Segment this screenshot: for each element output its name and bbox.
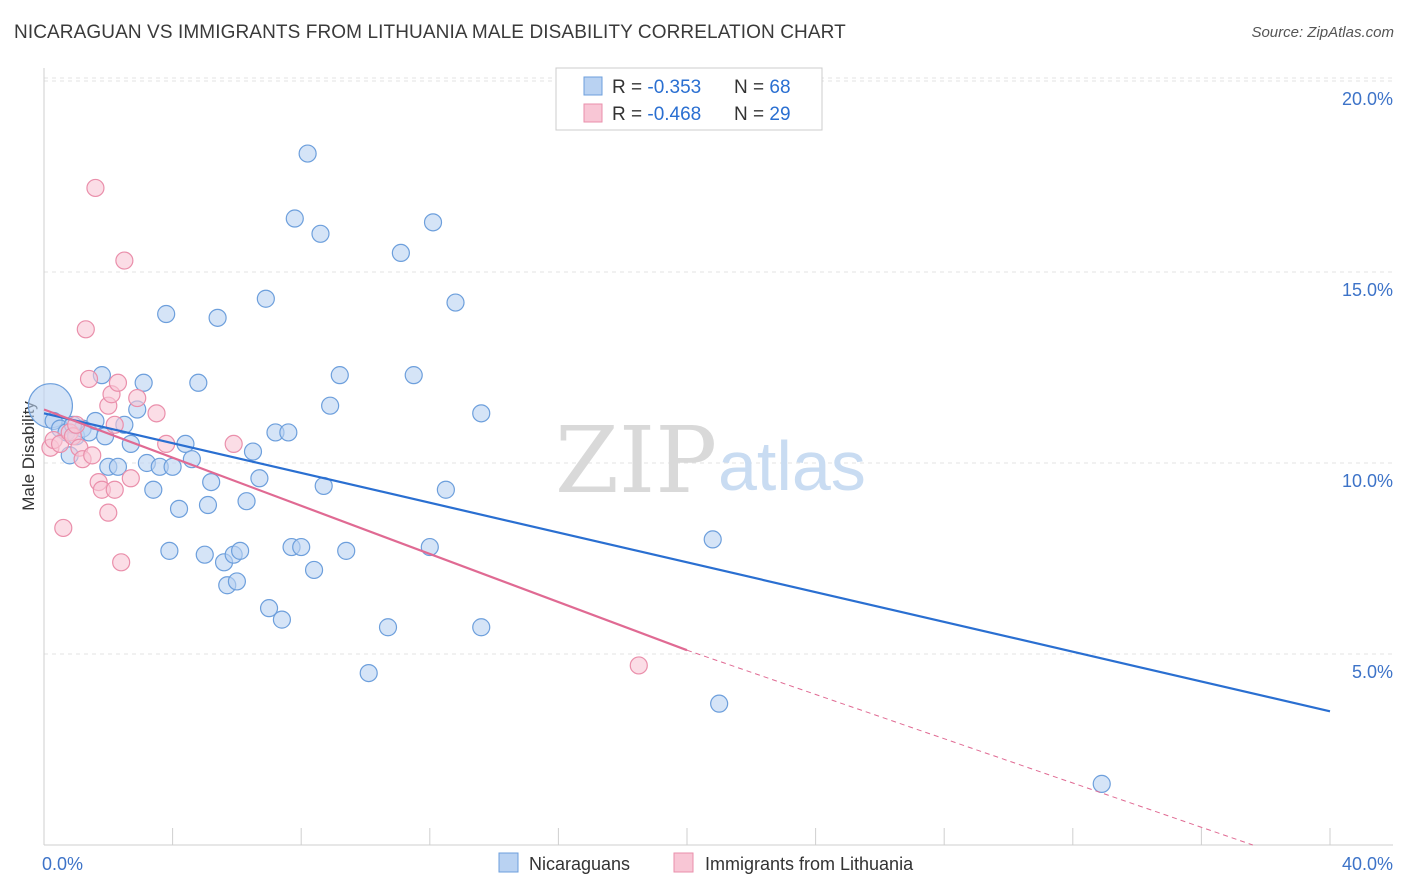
data-point xyxy=(243,442,263,461)
data-point xyxy=(202,473,221,492)
legend-r-value: -0.468 xyxy=(647,104,701,125)
legend-r-label: R = xyxy=(612,104,647,125)
svg-text:N = 29: N = 29 xyxy=(734,104,791,125)
legend-label-lithuania[interactable]: Immigrants from Lithuania xyxy=(705,854,914,874)
data-point xyxy=(237,492,256,511)
trend-line-nicaraguans xyxy=(43,412,1331,713)
x-axis-tick-labels: 0.0% 40.0% xyxy=(42,854,1393,874)
watermark-zip: ZIP xyxy=(555,407,717,514)
data-point xyxy=(359,663,378,683)
y-tick-label: 15.0% xyxy=(1342,280,1393,300)
data-point xyxy=(144,480,163,499)
y-axis-label: Male Disability xyxy=(19,401,38,511)
data-point xyxy=(629,656,648,675)
data-point xyxy=(391,243,410,262)
x-tick-label: 40.0% xyxy=(1342,854,1393,874)
legend-swatch-lithuania[interactable] xyxy=(673,852,694,873)
svg-text:R = -0.353: R = -0.353 xyxy=(612,77,701,98)
data-point xyxy=(404,366,423,385)
data-point xyxy=(703,530,722,549)
source-label: Source: ZipAtlas.com xyxy=(1251,24,1394,41)
data-point xyxy=(423,213,443,232)
data-point xyxy=(195,545,214,564)
legend-label-nicaraguans[interactable]: Nicaraguans xyxy=(529,854,630,874)
legend-swatch-blue xyxy=(583,76,603,96)
y-tick-label: 20.0% xyxy=(1342,89,1393,109)
data-point xyxy=(121,469,140,488)
legend-n-value: 68 xyxy=(769,77,790,98)
data-point xyxy=(108,373,128,392)
data-point xyxy=(147,404,166,423)
data-point xyxy=(108,457,128,476)
data-point xyxy=(1092,774,1111,793)
watermark: ZIP atlas xyxy=(555,407,866,514)
stats-legend: R = -0.353 N = 68 R = -0.468 N = 29 xyxy=(555,67,823,131)
data-point xyxy=(83,446,102,465)
series-legend: Nicaraguans Immigrants from Lithuania xyxy=(498,852,914,874)
data-point xyxy=(259,599,279,618)
legend-swatch-nicaraguans[interactable] xyxy=(498,852,519,873)
data-point xyxy=(279,423,298,442)
chart-title: NICARAGUAN VS IMMIGRANTS FROM LITHUANIA … xyxy=(14,22,846,43)
y-tick-label: 10.0% xyxy=(1342,471,1393,491)
data-point xyxy=(231,541,250,560)
data-point xyxy=(86,178,105,198)
data-point xyxy=(298,144,317,163)
svg-text:R = -0.468: R = -0.468 xyxy=(612,104,701,125)
series-lithuania xyxy=(41,178,648,675)
y-axis-tick-labels: 5.0% 10.0% 15.0% 20.0% xyxy=(1342,89,1393,682)
data-point xyxy=(330,366,349,385)
grid-lines xyxy=(44,77,1393,655)
trend-lines xyxy=(43,408,1331,846)
data-point xyxy=(710,694,729,713)
y-tick-label: 5.0% xyxy=(1352,662,1393,682)
trend-line-lithuania xyxy=(43,408,688,652)
watermark-atlas: atlas xyxy=(718,427,866,505)
data-point xyxy=(472,618,491,637)
data-point xyxy=(436,480,455,499)
legend-n-label: N = xyxy=(734,104,769,125)
data-point xyxy=(169,499,189,518)
data-point xyxy=(134,373,153,392)
data-point xyxy=(160,541,179,560)
data-point xyxy=(250,469,269,488)
x-axis-ticks xyxy=(43,828,1331,845)
data-point xyxy=(112,553,131,572)
data-point xyxy=(285,209,304,228)
legend-n-value: 29 xyxy=(769,104,790,125)
data-point xyxy=(304,560,324,580)
data-point xyxy=(157,304,176,324)
data-point xyxy=(198,495,218,515)
data-point xyxy=(115,251,134,270)
data-point xyxy=(105,480,124,499)
data-point xyxy=(256,289,275,308)
data-point xyxy=(446,293,465,312)
data-point xyxy=(189,373,208,392)
data-point xyxy=(208,308,227,327)
data-point xyxy=(311,224,330,243)
data-point xyxy=(378,618,398,637)
data-point xyxy=(472,404,491,423)
data-point xyxy=(76,320,95,339)
legend-n-label: N = xyxy=(734,77,769,98)
data-point xyxy=(272,610,292,629)
svg-text:N = 68: N = 68 xyxy=(734,77,791,98)
data-point xyxy=(321,396,340,415)
data-point xyxy=(227,572,246,591)
data-point xyxy=(54,518,73,538)
legend-r-label: R = xyxy=(612,77,647,98)
data-point xyxy=(128,388,147,408)
data-point xyxy=(224,434,243,453)
trend-line-lithuania-extension xyxy=(686,649,1254,846)
data-point xyxy=(292,537,311,557)
x-tick-label: 0.0% xyxy=(42,854,83,874)
data-point xyxy=(337,541,356,560)
data-point xyxy=(99,503,118,522)
data-point xyxy=(79,369,99,389)
legend-swatch-pink xyxy=(583,103,603,123)
legend-r-value: -0.353 xyxy=(647,77,701,98)
